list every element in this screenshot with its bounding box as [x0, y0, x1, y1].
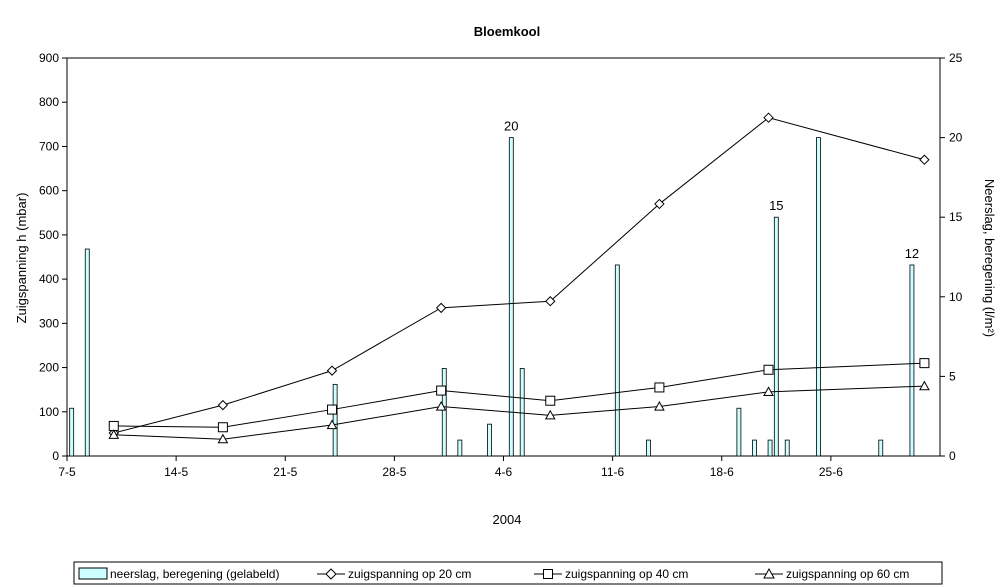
x-tick-label: 28-5	[382, 465, 406, 479]
precip-bar-label: 20	[504, 119, 518, 134]
right-tick-label: 10	[949, 290, 963, 304]
left-tick-label: 700	[39, 139, 59, 153]
square-marker	[436, 385, 447, 396]
x-tick-label: 21-5	[273, 465, 297, 479]
x-tick-label: 7-5	[58, 465, 76, 479]
square-marker	[545, 395, 556, 406]
diamond-marker	[435, 302, 447, 314]
triangle-marker	[217, 433, 229, 444]
precip-bar	[816, 137, 821, 457]
precip-bar	[487, 423, 492, 457]
series-line-square	[113, 362, 925, 428]
series-line-diamond	[113, 117, 925, 434]
legend: neerslag, beregening (gelabeld) zuigspan…	[73, 561, 943, 585]
triangle-marker	[108, 429, 120, 439]
diamond-marker	[326, 365, 338, 376]
precip-bar-label: 12	[905, 246, 919, 261]
triangle-marker	[326, 419, 338, 430]
left-tick-label: 400	[39, 272, 59, 286]
bars-group: 20 15 12	[69, 119, 919, 457]
precip-bar	[614, 264, 620, 457]
precip-bar	[878, 439, 884, 457]
precip-bar	[519, 368, 525, 457]
x-axis-title: 2004	[493, 512, 522, 527]
left-tick-label: 900	[39, 51, 59, 65]
diamond-marker	[763, 112, 774, 123]
left-tick-label: 800	[39, 95, 59, 109]
x-tick-label: 4-6	[495, 465, 513, 479]
right-tick-label: 20	[949, 131, 963, 145]
precip-bar	[752, 439, 757, 457]
x-tick-label: 11-6	[601, 465, 624, 479]
square-marker	[108, 420, 119, 431]
precip-bar	[773, 216, 779, 457]
left-tick-label: 300	[39, 316, 59, 330]
precip-bar	[441, 368, 447, 457]
precip-bar	[457, 439, 463, 457]
x-tick-label: 25-6	[819, 465, 843, 479]
precip-bar	[332, 383, 338, 457]
left-tick-label: 500	[39, 228, 59, 242]
diamond-marker	[545, 296, 556, 307]
right-tick-label: 15	[949, 210, 963, 224]
legend-label-20cm: zuigspanning op 20 cm	[348, 567, 471, 581]
right-tick-label: 25	[949, 51, 963, 65]
right-tick-label: 5	[949, 369, 956, 383]
precip-bar	[909, 264, 915, 457]
precip-bar	[508, 137, 514, 457]
triangle-marker	[919, 380, 930, 391]
lines-group	[108, 112, 930, 444]
diamond-marker	[217, 399, 229, 411]
triangle-marker	[654, 400, 665, 411]
diamond-marker	[654, 198, 665, 210]
legend-marker-square-icon	[543, 569, 553, 579]
x-axis: 7-5 14-5 21-5 28-5 4-6 11-6 18-6 25-6	[58, 456, 843, 479]
x-tick-label: 14-5	[164, 465, 188, 479]
series-line-triangle	[113, 385, 925, 440]
legend-marker-triangle-icon	[763, 567, 775, 579]
x-tick-label: 18-6	[710, 465, 734, 479]
left-tick-label: 0	[52, 449, 59, 463]
square-marker	[919, 358, 930, 369]
legend-label-40cm: zuigspanning op 40 cm	[565, 567, 688, 581]
legend-label-bars: neerslag, beregening (gelabeld)	[110, 567, 279, 581]
precip-bar	[767, 439, 773, 457]
square-marker	[327, 404, 338, 415]
right-y-axis: 0 5 10 15 20 25	[940, 51, 963, 463]
triangle-marker	[544, 409, 556, 420]
precip-bar	[646, 439, 651, 457]
chart-title: Bloemkool	[474, 24, 540, 39]
diamond-marker	[919, 154, 930, 165]
legend-label-60cm: zuigspanning op 60 cm	[786, 567, 909, 581]
right-tick-label: 0	[949, 449, 956, 463]
precip-bar	[84, 248, 90, 457]
triangle-marker	[763, 386, 774, 396]
left-tick-label: 200	[39, 361, 59, 375]
triangle-marker	[435, 400, 447, 411]
legend-bar-swatch	[78, 567, 108, 580]
left-y-axis-title: Zuigspanning h (mbar)	[14, 193, 29, 324]
left-tick-label: 600	[39, 184, 59, 198]
square-marker	[654, 382, 665, 393]
precip-bar	[736, 407, 742, 457]
precip-bar-label: 15	[769, 198, 783, 213]
square-marker	[217, 422, 228, 433]
legend-frame	[73, 561, 943, 585]
right-y-axis-title: Neerslag, beregening (l/m²)	[982, 179, 997, 337]
legend-marker-diamond-icon	[325, 568, 337, 580]
precip-bar	[69, 407, 75, 457]
left-y-axis: 0 100 200 300 400 500 600 700 800 900	[39, 51, 67, 463]
left-tick-label: 100	[39, 405, 59, 419]
precip-bar	[784, 439, 790, 457]
square-marker	[763, 364, 774, 375]
